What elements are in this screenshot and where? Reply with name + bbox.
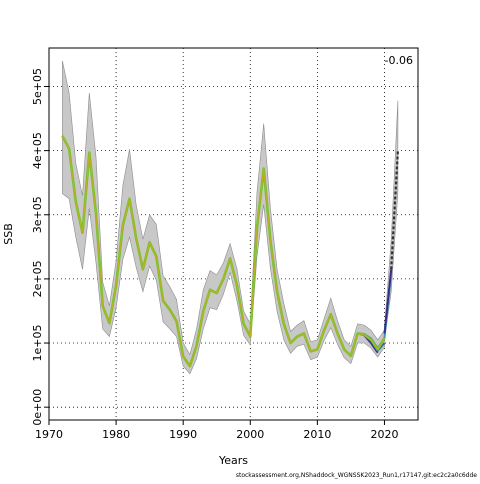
x-axis-title: Years [218, 454, 248, 467]
grid-layer [48, 48, 418, 420]
ssb-line-inner [61, 135, 385, 367]
y-tick-label: 4e+05 [31, 132, 44, 169]
series-line-layer [61, 135, 399, 368]
y-tick-label: 3e+05 [31, 196, 44, 233]
confidence-band-layer [62, 60, 399, 375]
x-tick-label: 2000 [236, 428, 264, 441]
source-caption: stockassessment.org,NShaddock_WGNSSK2023… [236, 472, 477, 479]
y-tick-label: 1e+05 [31, 325, 44, 362]
plot-frame [48, 47, 419, 421]
y-tick-label: 2e+05 [31, 260, 44, 297]
x-tick-label: 2010 [303, 428, 331, 441]
y-tick-label: 0e+00 [31, 389, 44, 426]
x-tick-label: 1980 [102, 428, 130, 441]
y-axis-title: SSB [2, 223, 15, 245]
confidence-band [62, 60, 385, 375]
x-tick-label: 1990 [169, 428, 197, 441]
forecast-band [384, 100, 399, 340]
x-tick-label: 1970 [35, 428, 63, 441]
axis-layer: 1970 1980 1990 2000 2010 2020 0e+00 1e+05 2e+05 3… [31, 68, 398, 441]
y-tick-label: 5e+05 [31, 68, 44, 105]
corner-value: -0.06 [385, 54, 413, 67]
forecast-lead-line [383, 269, 393, 334]
x-tick-label: 2020 [370, 428, 398, 441]
